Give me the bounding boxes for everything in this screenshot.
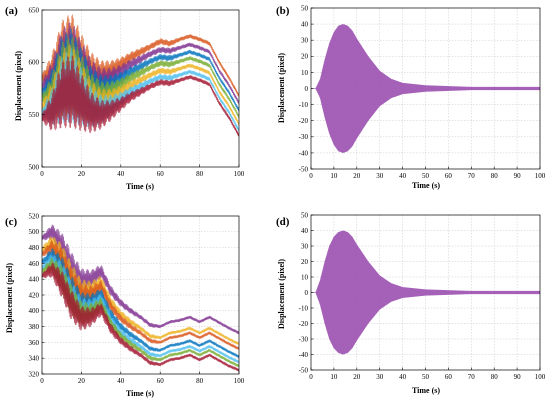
panel-b-ytick-label: -10 <box>299 101 309 109</box>
panel-d-xtick-label: 70 <box>468 373 476 381</box>
panel-d-ytick-label: -10 <box>299 304 309 312</box>
panel-c-ytick-label: 460 <box>29 260 40 268</box>
panel-b-ytick-label: 50 <box>301 4 309 12</box>
panel-c-ytick-label: 480 <box>29 244 40 252</box>
panel-b: (b) Time (s) Displacement (pixel) 0 10 20 3… <box>276 4 546 190</box>
panel-b-xtick-label: 50 <box>422 172 430 180</box>
panel-c-series-group <box>42 224 239 372</box>
panel-d-label: (d) <box>276 216 290 228</box>
panel-d-xtick-label: 60 <box>445 373 453 381</box>
panel-c-xtick-label: 60 <box>157 377 165 385</box>
panel-d-xlabel: Time (s) <box>412 386 440 395</box>
panel-b-xtick-label: 20 <box>353 172 361 180</box>
panel-c: (c) Time (s) Displacement (pixel) 0 20 40 6… <box>5 212 245 398</box>
panel-b-xtick-label: 10 <box>330 172 338 180</box>
panel-a-label: (a) <box>5 5 18 17</box>
panel-c-ytick-label: 320 <box>29 370 40 378</box>
panel-d: (d) Time (s) Displacement (pixel) 0 10 20 3… <box>276 211 546 395</box>
panel-c-xtick-label: 20 <box>78 377 86 385</box>
panel-c-series-5 <box>42 257 239 368</box>
panel-b-xtick-label: 100 <box>535 172 546 180</box>
panel-a-ytick-label: 600 <box>29 59 40 67</box>
panel-b-xtick-label: 40 <box>399 172 407 180</box>
panel-d-ytick-label: 30 <box>301 242 309 250</box>
panel-b-xtick-label: 70 <box>468 172 476 180</box>
panel-d-xtick-label: 100 <box>535 373 546 381</box>
panel-c-ytick-label: 340 <box>29 355 40 363</box>
panel-d-ytick-label: 20 <box>301 258 309 266</box>
panel-a-ylabel: Displacement (pixel) <box>14 51 23 121</box>
panel-a-xlabel: Time (s) <box>126 182 154 191</box>
panel-c-ytick-label: 420 <box>29 291 40 299</box>
panel-d-xtick-label: 40 <box>399 373 407 381</box>
panel-d-ytick-label: 40 <box>301 227 309 235</box>
panel-a-xtick-label: 60 <box>157 170 165 178</box>
panel-b-xtick-label: 30 <box>376 172 384 180</box>
panel-b-ytick-label: -50 <box>299 165 309 173</box>
panel-b-xtick-label: 0 <box>309 172 313 180</box>
panel-c-ytick-label: 440 <box>29 276 40 284</box>
panel-a-ytick-label: 550 <box>29 111 40 119</box>
panel-d-xtick-label: 10 <box>330 373 338 381</box>
panel-b-ytick-label: -30 <box>299 133 309 141</box>
panel-d-xtick-label: 90 <box>514 373 522 381</box>
panel-b-ytick-label: 40 <box>301 21 309 29</box>
panel-c-xtick-label: 100 <box>234 377 245 385</box>
panel-c-ytick-label: 500 <box>29 228 40 236</box>
panel-c-ytick-label: 360 <box>29 339 40 347</box>
panel-d-series-0 <box>311 230 540 355</box>
panel-c-ytick-label: 400 <box>29 307 40 315</box>
panel-c-series-6 <box>42 262 239 372</box>
panel-b-ytick-label: -20 <box>299 117 309 125</box>
panel-b-ylabel: Displacement (pixel) <box>277 53 286 123</box>
panel-a-xtick-label: 20 <box>78 170 86 178</box>
panel-a-ytick-label: 650 <box>29 6 40 14</box>
panel-c-ylabel: Displacement (pixel) <box>5 263 14 333</box>
panel-b-ytick-label: 20 <box>301 53 309 61</box>
panel-b-ytick-label: 0 <box>305 85 309 93</box>
panel-b-xlabel: Time (s) <box>412 181 440 190</box>
panel-a-xtick-label: 40 <box>117 170 125 178</box>
panel-a-series-5 <box>42 47 239 132</box>
panel-b-ytick-label: 10 <box>301 69 309 77</box>
panel-c-ytick-label: 380 <box>29 323 40 331</box>
panel-d-ylabel: Displacement (pixel) <box>277 259 286 329</box>
panel-b-series-group <box>311 24 540 153</box>
panel-d-ytick-label: 0 <box>305 289 309 297</box>
panel-d-ytick-label: 10 <box>301 273 309 281</box>
panel-d-xtick-label: 0 <box>309 373 313 381</box>
panel-c-xtick-label: 40 <box>117 377 125 385</box>
panel-c-ytick-label: 520 <box>29 212 40 220</box>
panel-b-series-0 <box>311 24 540 153</box>
panel-d-xtick-label: 80 <box>491 373 499 381</box>
panel-c-xtick-label: 80 <box>196 377 204 385</box>
panel-b-ytick-label: 30 <box>301 37 309 45</box>
panel-a-xtick-label: 80 <box>196 170 204 178</box>
panel-d-xtick-label: 20 <box>353 373 361 381</box>
panel-b-label: (b) <box>276 5 290 17</box>
panel-a-xtick-label: 0 <box>40 170 44 178</box>
panel-a-series-6 <box>42 55 239 138</box>
panel-d-xtick-label: 50 <box>422 373 430 381</box>
panel-c-label: (c) <box>5 216 18 228</box>
panel-c-xtick-label: 0 <box>40 377 44 385</box>
panel-a-series-group <box>42 14 239 138</box>
panel-a-axes-frame <box>41 9 240 168</box>
panel-a-ytick-label: 500 <box>29 163 40 171</box>
panel-a-xtick-label: 100 <box>234 170 245 178</box>
panel-d-ytick-label: -20 <box>299 320 309 328</box>
panel-d-ytick-label: -30 <box>299 335 309 343</box>
panel-d-series-group <box>311 230 540 355</box>
panel-b-ytick-label: -40 <box>299 149 309 157</box>
panel-b-xtick-label: 80 <box>491 172 499 180</box>
panel-d-ytick-label: -40 <box>299 351 309 359</box>
panel-d-xtick-label: 30 <box>376 373 384 381</box>
panel-a: (a) Time (s) Displacement (pixel) 0 20 40 6… <box>5 5 245 191</box>
panel-d-ytick-label: 50 <box>301 211 309 219</box>
panel-b-xtick-label: 90 <box>514 172 522 180</box>
panel-d-ytick-label: -50 <box>299 366 309 374</box>
panel-c-xlabel: Time (s) <box>126 389 154 398</box>
panel-b-xtick-label: 60 <box>445 172 453 180</box>
